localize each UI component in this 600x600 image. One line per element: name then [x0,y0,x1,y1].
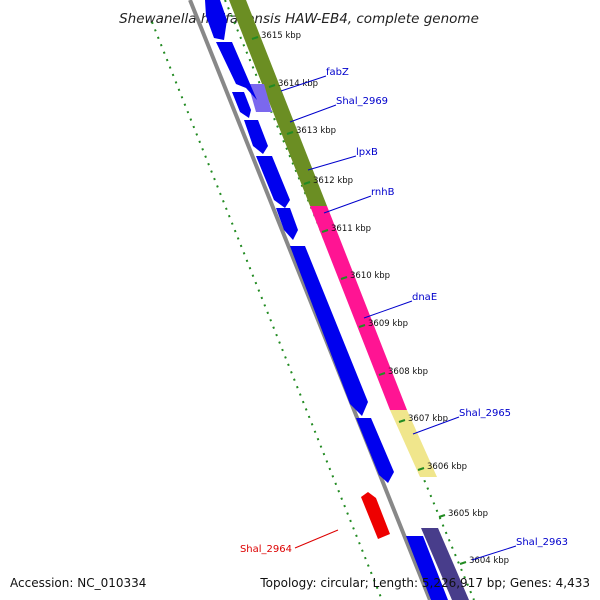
cds-arrow [406,536,448,600]
gene-label-connector [412,416,460,435]
gene-shal-2964-feature [361,492,390,539]
kbp-tick-mark [340,276,348,280]
gene-label-layer: fabZ Shal_2969 lpxB rnhB dnaE Shal_2965 Shal_2… [240,67,568,561]
cog-band-magenta [310,206,407,410]
kbp-tick-label: 3615 kbp [261,31,301,41]
kbp-tick-mark [417,467,425,471]
cog-band-yellow [390,410,437,477]
gene-label-shal-2964[interactable]: Shal_2964 [240,544,292,555]
cds-arrow [290,246,368,416]
gene-label-connector [294,529,339,549]
gene-label-dnae[interactable]: dnaE [412,292,437,303]
kbp-tick-label: 3613 kbp [296,126,336,136]
cds-arrow [356,418,394,483]
gene-label-connector [471,545,517,561]
kbp-tick-mark [459,561,467,565]
cds-arrow [244,120,268,154]
kbp-tick-label: 3607 kbp [408,414,448,424]
genome-summary-text: Topology: circular; Length: 5,226,917 bp… [259,576,590,590]
cds-arrow [232,92,251,118]
gene-label-shal-2965[interactable]: Shal_2965 [459,408,511,419]
kbp-tick-mark [251,36,259,40]
kbp-tick-mark [321,229,329,233]
kbp-tick-label: 3605 kbp [448,509,488,519]
cds-track [205,0,448,600]
cds-arrow [276,208,298,240]
gene-label-shal-2969[interactable]: Shal_2969 [336,96,388,107]
kbp-tick-label: 3608 kbp [388,367,428,377]
cog-band-lavender [248,84,272,112]
gene-label-connector [323,195,372,214]
accession-text: Accession: NC_010334 [10,576,146,590]
genome-backbone [188,0,432,600]
gene-label-connector [307,155,357,171]
cog-band-track [229,0,469,600]
map-title: Shewanella halifaxensis HAW-EB4, complet… [119,11,479,27]
gene-label-fabz[interactable]: fabZ [326,67,349,78]
cds-arrow [256,156,290,208]
kbp-tick-label: 3606 kbp [427,462,467,472]
kbp-tick-mark [303,181,311,185]
gene-label-lpxb[interactable]: lpxB [356,147,378,158]
kbp-tick-layer: 3615 kbp 3614 kbp 3613 kbp 3612 kbp 3611 kbp… [251,31,509,566]
cds-arrow [205,0,227,40]
kbp-tick-mark [358,324,366,328]
kbp-tick-label: 3604 kbp [469,556,509,566]
kbp-tick-label: 3611 kbp [331,224,371,234]
gene-label-connector [280,75,327,92]
gene-label-shal-2963[interactable]: Shal_2963 [516,537,568,548]
cog-band-green [229,0,327,206]
gene-label-connector [289,104,337,123]
kbp-tick-label: 3609 kbp [368,319,408,329]
kbp-tick-label: 3612 kbp [313,176,353,186]
kbp-tick-mark [268,84,276,88]
kbp-tick-mark [438,514,446,518]
gene-label-connector [363,300,413,319]
cog-band-purple [421,528,469,600]
kbp-tick-mark [286,131,294,135]
cds-arrow [216,42,257,100]
kbp-tick-mark [378,372,386,376]
kbp-tick-mark [398,419,406,423]
gene-label-rnhb[interactable]: rnhB [371,187,395,198]
kbp-tick-label: 3610 kbp [350,271,390,281]
kbp-tick-label: 3614 kbp [278,79,318,89]
